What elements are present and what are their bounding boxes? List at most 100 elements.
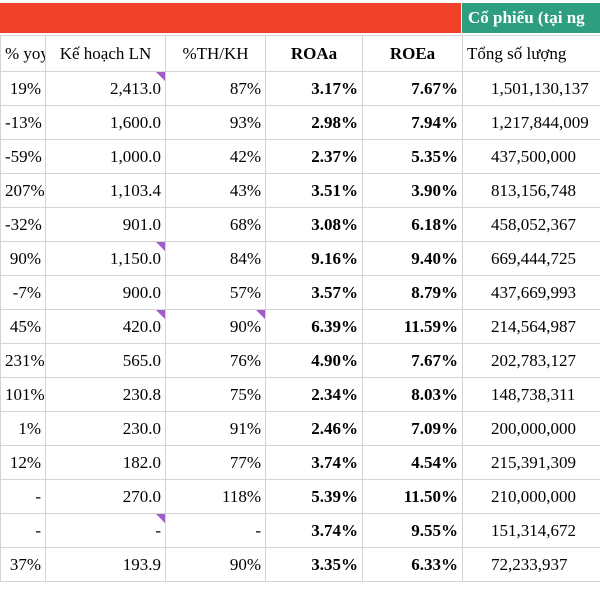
cell[interactable]: 19% [0,71,46,106]
cell[interactable]: 7.67% [362,343,463,378]
cell[interactable]: 3.35% [265,547,363,582]
cell[interactable]: 420.0 [45,309,166,344]
header-cell[interactable]: ROAa [265,35,363,72]
cell[interactable]: 813,156,748 [462,173,600,208]
cell[interactable]: 2.34% [265,377,363,412]
cell[interactable]: 2.98% [265,105,363,140]
cell[interactable]: 37% [0,547,46,582]
cell[interactable]: 68% [165,207,266,242]
cell[interactable]: 5.39% [265,479,363,514]
cell[interactable]: 9.55% [362,513,463,548]
cell[interactable]: 11.59% [362,309,463,344]
header-cell[interactable]: Kế hoạch LN [45,35,166,72]
cell[interactable]: 214,564,987 [462,309,600,344]
cell[interactable]: 669,444,725 [462,241,600,276]
cell[interactable]: 6.33% [362,547,463,582]
cell[interactable]: 8.03% [362,377,463,412]
cell[interactable]: 6.18% [362,207,463,242]
cell[interactable]: 90% [165,309,266,344]
cell[interactable]: - [45,513,166,548]
cell[interactable]: 8.79% [362,275,463,310]
cell[interactable]: 565.0 [45,343,166,378]
cell[interactable]: 200,000,000 [462,411,600,446]
cell[interactable]: 7.67% [362,71,463,106]
cell[interactable]: - [0,479,46,514]
cell[interactable]: 7.94% [362,105,463,140]
cell[interactable]: 2.37% [265,139,363,174]
cell[interactable]: 45% [0,309,46,344]
banner: Cổ phiếu (tại ng [0,0,600,35]
cell[interactable]: 148,738,311 [462,377,600,412]
cell[interactable]: 4.90% [265,343,363,378]
cell[interactable]: 7.09% [362,411,463,446]
cell[interactable]: 437,500,000 [462,139,600,174]
cell[interactable]: 118% [165,479,266,514]
data-row: -270.0 118% 5.39% 11.50% 210,000,000 [0,479,600,514]
cell[interactable]: 230.8 [45,377,166,412]
cell[interactable]: 84% [165,241,266,276]
cell[interactable]: 77% [165,445,266,480]
cell[interactable]: 3.51% [265,173,363,208]
cell[interactable]: 90% [165,547,266,582]
cell[interactable]: 1% [0,411,46,446]
cell[interactable]: 182.0 [45,445,166,480]
cell[interactable]: 1,501,130,137 [462,71,600,106]
header-cell[interactable]: ROEa [362,35,463,72]
cell[interactable]: 2.46% [265,411,363,446]
cell[interactable]: 1,600.0 [45,105,166,140]
cell[interactable]: 12% [0,445,46,480]
cell[interactable]: 437,669,993 [462,275,600,310]
cell[interactable]: 9.40% [362,241,463,276]
cell[interactable]: 3.74% [265,513,363,548]
cell[interactable]: 458,052,367 [462,207,600,242]
cell[interactable]: 6.39% [265,309,363,344]
cell[interactable]: 75% [165,377,266,412]
cell[interactable]: 202,783,127 [462,343,600,378]
cell[interactable]: 210,000,000 [462,479,600,514]
cell[interactable]: 93% [165,105,266,140]
cell[interactable]: 11.50% [362,479,463,514]
cell[interactable]: 151,314,672 [462,513,600,548]
cell[interactable]: 193.9 [45,547,166,582]
cell[interactable]: 57% [165,275,266,310]
cell[interactable]: 215,391,309 [462,445,600,480]
cell[interactable]: -59% [0,139,46,174]
cell[interactable]: -13% [0,105,46,140]
header-cell[interactable]: %TH/KH [165,35,266,72]
cell[interactable]: 9.16% [265,241,363,276]
cell[interactable]: 5.35% [362,139,463,174]
cell[interactable]: 4.54% [362,445,463,480]
cell[interactable]: 72,233,937 [462,547,600,582]
cell[interactable]: 76% [165,343,266,378]
cell[interactable]: 270.0 [45,479,166,514]
cell[interactable]: 230.0 [45,411,166,446]
cell[interactable]: 3.90% [362,173,463,208]
cell[interactable]: - [0,513,46,548]
cell[interactable]: 2,413.0 [45,71,166,106]
header-cell[interactable]: % yoy [0,35,46,72]
cell[interactable]: 101% [0,377,46,412]
cell[interactable]: 1,150.0 [45,241,166,276]
data-row: -13% 1,600.0 93% 2.98% 7.94% 1,217,844,009 [0,105,600,140]
cell[interactable]: 90% [0,241,46,276]
cell[interactable]: 1,217,844,009 [462,105,600,140]
cell[interactable]: 3.08% [265,207,363,242]
cell[interactable]: 901.0 [45,207,166,242]
cell[interactable]: 231% [0,343,46,378]
cell[interactable]: 900.0 [45,275,166,310]
cell[interactable]: 1,103.4 [45,173,166,208]
cell[interactable]: -7% [0,275,46,310]
header-cell[interactable]: Tổng số lượng [462,35,600,72]
cell[interactable]: 1,000.0 [45,139,166,174]
cell[interactable]: 91% [165,411,266,446]
cell[interactable]: 3.17% [265,71,363,106]
comment-flag [256,310,265,319]
cell[interactable]: 207% [0,173,46,208]
cell[interactable]: 87% [165,71,266,106]
cell[interactable]: 42% [165,139,266,174]
cell[interactable]: -32% [0,207,46,242]
cell[interactable]: 3.57% [265,275,363,310]
cell[interactable]: 3.74% [265,445,363,480]
cell[interactable]: - [165,513,266,548]
cell[interactable]: 43% [165,173,266,208]
